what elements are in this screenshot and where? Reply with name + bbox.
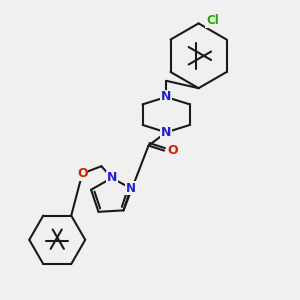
Text: N: N	[106, 172, 117, 184]
Text: Cl: Cl	[206, 14, 219, 27]
Text: N: N	[161, 91, 171, 103]
Text: O: O	[77, 167, 88, 180]
Text: N: N	[161, 126, 171, 139]
Text: N: N	[126, 182, 136, 195]
Text: O: O	[168, 144, 178, 157]
